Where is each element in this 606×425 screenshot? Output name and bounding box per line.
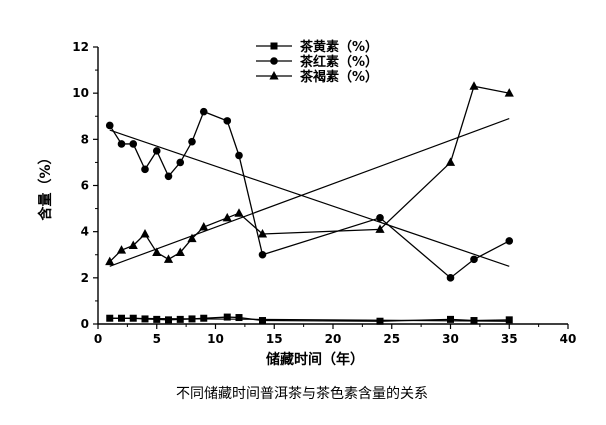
data-point-circle xyxy=(129,140,138,148)
data-point-triangle xyxy=(199,222,209,231)
x-tick-label: 5 xyxy=(153,332,161,346)
data-point-triangle xyxy=(469,81,479,90)
data-point-circle xyxy=(199,107,208,116)
trend-line-square xyxy=(109,317,510,322)
data-point-triangle xyxy=(175,247,185,256)
series-line-square xyxy=(109,316,510,322)
data-point-triangle xyxy=(163,254,174,263)
data-point-triangle xyxy=(375,224,385,233)
y-axis-title: 含量（%） xyxy=(37,150,54,220)
legend-marker-circle xyxy=(270,57,278,65)
data-point-triangle xyxy=(445,157,456,166)
data-point-circle xyxy=(176,158,185,167)
x-tick-label: 35 xyxy=(501,332,518,346)
legend-label-square: 茶黄素（%） xyxy=(300,39,378,55)
data-point-triangle xyxy=(222,212,232,222)
data-point-square xyxy=(376,317,384,325)
data-point-square xyxy=(176,315,184,323)
data-series xyxy=(105,81,514,325)
trend-lines xyxy=(109,117,510,322)
trend-line-circle xyxy=(109,129,510,267)
legend: 茶黄素（%）茶红素（%）茶褐素（%） xyxy=(256,39,378,85)
data-point-square xyxy=(470,317,478,325)
data-point-circle xyxy=(152,147,161,155)
data-point-square xyxy=(106,314,114,322)
data-point-triangle xyxy=(116,245,127,254)
y-tick-label: 6 xyxy=(81,179,89,193)
series-triangle xyxy=(105,81,514,266)
data-point-circle xyxy=(105,121,114,130)
legend-label-triangle: 茶褐素（%） xyxy=(300,69,378,85)
x-tick-label: 10 xyxy=(207,332,224,346)
data-point-square xyxy=(153,315,161,323)
data-point-triangle xyxy=(257,228,268,238)
data-point-square xyxy=(141,315,149,323)
series-square xyxy=(106,313,513,325)
data-point-square xyxy=(200,314,208,322)
y-tick-label: 4 xyxy=(81,225,89,239)
data-point-circle xyxy=(505,237,514,245)
data-point-circle xyxy=(141,165,149,174)
data-point-circle xyxy=(223,117,232,125)
legend-marker-triangle xyxy=(269,71,279,80)
data-point-circle xyxy=(376,214,384,222)
data-point-triangle xyxy=(234,208,244,217)
data-point-square xyxy=(129,314,137,322)
data-point-circle xyxy=(446,274,455,282)
legend-label-circle: 茶红素（%） xyxy=(300,54,378,70)
data-point-square xyxy=(188,315,196,323)
data-point-triangle xyxy=(504,88,514,97)
legend-marker-square xyxy=(270,42,278,50)
x-tick-label: 25 xyxy=(383,332,400,346)
data-point-circle xyxy=(258,250,267,259)
data-point-circle xyxy=(235,151,243,160)
data-point-square xyxy=(223,313,231,321)
data-point-triangle xyxy=(152,247,162,256)
data-point-circle xyxy=(188,137,196,146)
y-tick-label: 12 xyxy=(72,40,89,54)
data-point-circle xyxy=(470,255,478,264)
data-point-square xyxy=(505,316,513,324)
data-point-triangle xyxy=(140,228,150,238)
data-point-square xyxy=(165,316,172,324)
data-point-triangle xyxy=(128,240,138,250)
series-circle xyxy=(105,107,514,282)
y-tick-label: 10 xyxy=(72,86,89,100)
data-point-triangle xyxy=(105,256,115,266)
trend-line-triangle xyxy=(109,117,510,267)
series-line-circle xyxy=(109,110,510,279)
series-line-triangle xyxy=(109,85,510,263)
data-point-square xyxy=(259,317,266,325)
x-tick-label: 30 xyxy=(442,332,459,346)
data-point-circle xyxy=(164,172,173,181)
x-tick-label: 0 xyxy=(94,332,102,346)
y-tick-label: 2 xyxy=(81,271,89,285)
data-point-circle xyxy=(117,140,126,148)
x-axis-title: 储藏时间（年） xyxy=(265,351,364,368)
y-tick-label: 8 xyxy=(81,132,89,146)
figure-caption: 不同储藏时间普洱茶与茶色素含量的关系 xyxy=(176,385,428,402)
data-point-square xyxy=(235,314,243,322)
data-point-square xyxy=(118,314,125,322)
x-tick-label: 15 xyxy=(266,332,283,346)
data-point-triangle xyxy=(187,233,197,243)
x-tick-label: 40 xyxy=(560,332,577,346)
x-tick-label: 20 xyxy=(325,332,342,346)
axes: 0 5 10 15 20 25 30 35 40 0 2 4 6 8 10 12 xyxy=(72,40,576,346)
data-point-square xyxy=(447,315,454,323)
y-tick-label: 0 xyxy=(81,317,89,331)
